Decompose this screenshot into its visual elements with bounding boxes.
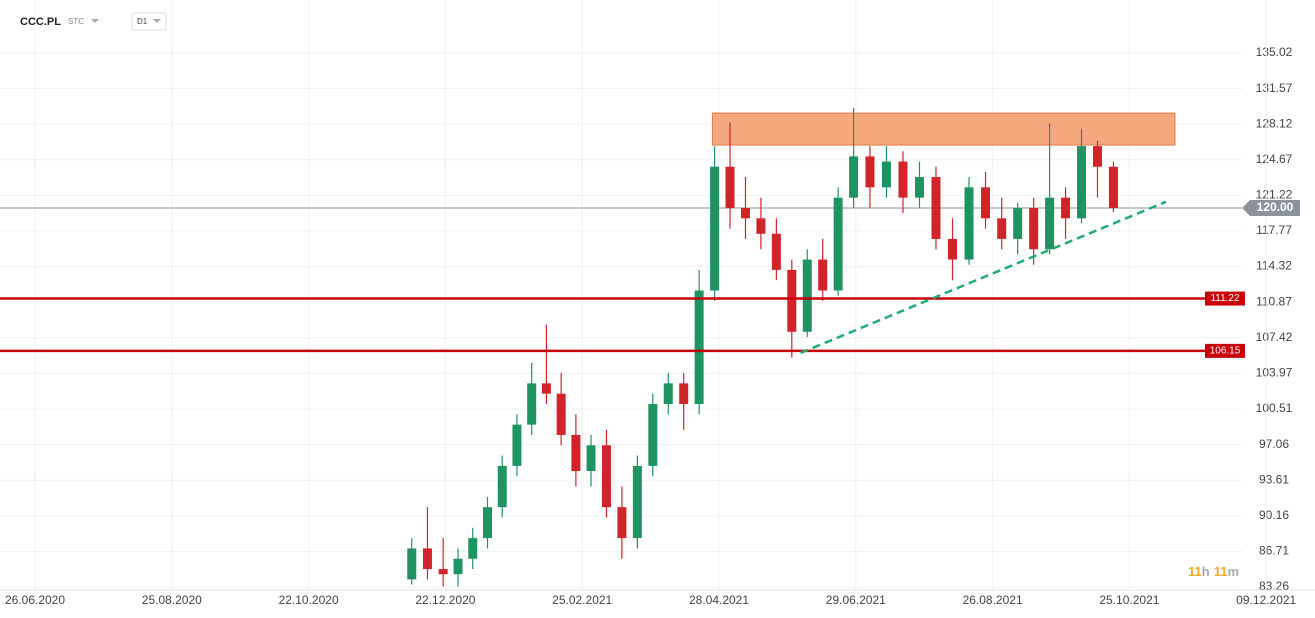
candle-body — [802, 259, 812, 332]
candle-body — [679, 383, 689, 404]
x-tick-label: 25.02.2021 — [552, 593, 612, 607]
x-tick-label: 25.08.2020 — [142, 593, 202, 607]
dropdown-arrow[interactable] — [91, 19, 99, 23]
resistance-zone — [711, 112, 1176, 146]
candle-body — [948, 238, 958, 260]
y-tick-label: 110.87 — [1256, 294, 1292, 308]
candle-body — [512, 424, 522, 466]
candle-body — [1029, 207, 1039, 250]
candle-body — [556, 393, 566, 435]
candle-body — [931, 177, 941, 239]
x-tick-label: 22.10.2020 — [279, 593, 339, 607]
dropdown-arrow[interactable] — [153, 19, 161, 23]
countdown-unit: m — [1227, 564, 1239, 579]
candle-body — [771, 233, 781, 270]
candle-body — [1092, 146, 1102, 167]
level-tag — [1205, 291, 1245, 306]
price-tag — [1242, 199, 1300, 216]
countdown: 11h 11m — [1188, 564, 1239, 579]
y-tick-label: 131.57 — [1256, 81, 1293, 95]
y-tick-label: 124.67 — [1256, 152, 1293, 166]
candle-body — [964, 187, 974, 260]
candle-body — [740, 207, 750, 219]
x-tick-label: 25.10.2021 — [1099, 593, 1159, 607]
candle-body — [663, 383, 673, 404]
candle-body — [818, 259, 828, 291]
candle-body — [482, 507, 492, 539]
countdown-minutes: 11 — [1214, 564, 1228, 579]
y-tick-label: 114.32 — [1256, 259, 1292, 273]
y-tick-label: 128.12 — [1256, 116, 1293, 130]
candle-body — [601, 445, 611, 508]
y-tick-label: 100.51 — [1256, 401, 1293, 415]
candle-body — [586, 445, 596, 472]
interval-box[interactable] — [131, 12, 167, 31]
candle-body — [1077, 146, 1087, 219]
candle-body — [422, 548, 432, 570]
candle-body — [914, 177, 924, 198]
interval[interactable]: D1 — [137, 17, 148, 26]
countdown-unit: h — [1202, 564, 1210, 579]
candle-body — [981, 187, 991, 219]
candle-body — [849, 156, 859, 198]
candle-body — [997, 218, 1007, 239]
x-tick-label: 26.08.2021 — [963, 593, 1023, 607]
price-label: 120.00 — [1257, 200, 1294, 214]
candle-body — [632, 465, 642, 539]
level-tag — [1205, 343, 1245, 358]
y-tick-label: 121.22 — [1256, 188, 1293, 202]
y-tick-label: 97.06 — [1259, 437, 1289, 451]
candle-body — [497, 465, 507, 508]
candle-body — [898, 161, 908, 198]
symbol: CCC.PL — [20, 16, 61, 28]
y-tick-label: 93.61 — [1259, 472, 1289, 486]
x-tick-label: 28.04.2021 — [689, 593, 749, 607]
x-tick-label: 22.12.2020 — [415, 593, 475, 607]
candle-body — [438, 569, 448, 575]
trend-line — [800, 200, 1167, 355]
level-label: 111.22 — [1210, 293, 1240, 304]
candle-body — [648, 403, 658, 466]
countdown-hours: 11 — [1188, 564, 1202, 579]
y-tick-label: 90.16 — [1259, 508, 1289, 522]
y-tick-label: 107.42 — [1256, 330, 1293, 344]
y-tick-label: 135.02 — [1256, 45, 1293, 59]
header: CCC.PL STC D1 11h 11m — [20, 12, 1239, 579]
candle-body — [1013, 207, 1023, 239]
y-tick-label: 83.26 — [1259, 579, 1289, 593]
candle-body — [1045, 197, 1055, 250]
candle-body — [725, 166, 735, 208]
candle-body — [756, 218, 766, 234]
candle-body — [1061, 197, 1071, 219]
candle-body — [787, 269, 797, 332]
candle-body — [407, 548, 417, 580]
candle-body — [1108, 166, 1118, 208]
y-tick-label: 117.77 — [1256, 223, 1292, 237]
exchange[interactable]: STC — [68, 17, 84, 26]
candle-body — [710, 166, 720, 291]
candle-body — [541, 383, 551, 394]
x-tick-label: 09.12.2021 — [1236, 593, 1296, 607]
candle-body — [468, 538, 478, 559]
y-tick-label: 103.97 — [1256, 366, 1293, 380]
candle-body — [617, 507, 627, 539]
candle-body — [571, 434, 581, 472]
x-tick-label: 26.06.2020 — [5, 593, 65, 607]
candle-body — [453, 558, 463, 575]
candle-body — [865, 156, 875, 188]
level-label: 106.15 — [1210, 346, 1241, 357]
candle-body — [881, 161, 891, 188]
candle-body — [694, 290, 704, 404]
x-tick-label: 29.06.2021 — [826, 593, 886, 607]
candle-body — [833, 197, 843, 291]
candle-body — [527, 383, 537, 425]
y-tick-label: 86.71 — [1259, 544, 1289, 558]
